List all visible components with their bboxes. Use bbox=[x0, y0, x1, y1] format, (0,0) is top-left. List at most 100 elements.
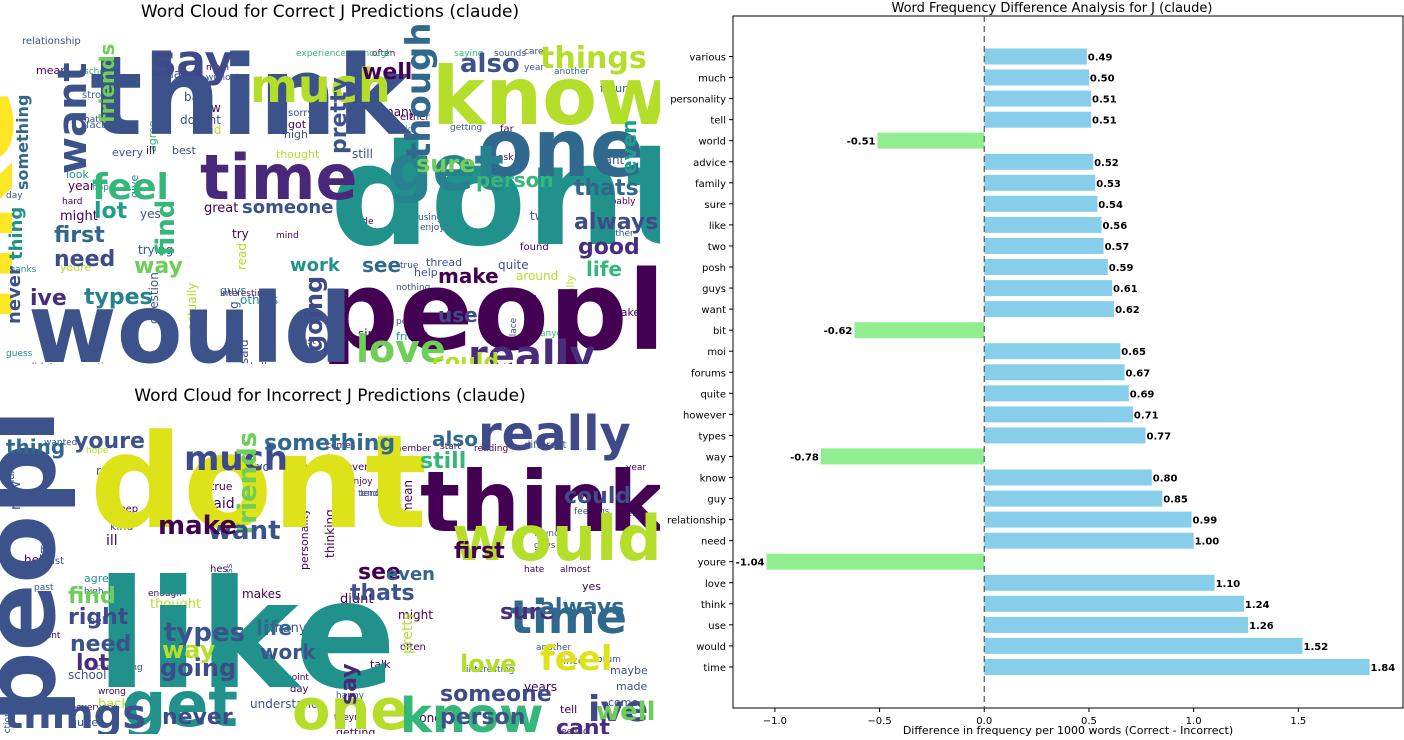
correct-small-word: got bbox=[288, 118, 307, 131]
incorrect-small-word: found bbox=[534, 529, 560, 539]
incorrect-small-word: enough bbox=[148, 589, 182, 599]
bar-youre bbox=[766, 553, 985, 570]
bar-forums bbox=[984, 364, 1125, 381]
y-tick-label: moi bbox=[707, 347, 726, 358]
correct-small-word: least bbox=[294, 337, 316, 347]
chart-title: Word Frequency Difference Analysis for J… bbox=[891, 1, 1212, 16]
y-tick-label: love bbox=[705, 579, 726, 590]
correct-word: someone bbox=[242, 197, 333, 218]
bar-value-label: 1.10 bbox=[1216, 579, 1241, 590]
correct-small-word: friend bbox=[396, 330, 428, 343]
correct-word: want bbox=[50, 62, 96, 174]
plot-frame bbox=[732, 15, 1404, 709]
correct-small-word: mom bbox=[206, 63, 229, 73]
bar-value-label: 1.00 bbox=[1195, 537, 1220, 548]
y-tick-label: like bbox=[709, 221, 726, 232]
bar-world bbox=[877, 132, 985, 149]
incorrect-word: even bbox=[386, 564, 435, 585]
correct-word: first bbox=[54, 223, 105, 248]
correct-small-word: tell bbox=[446, 181, 465, 195]
incorrect-word: friends bbox=[233, 432, 263, 535]
bar-need bbox=[984, 532, 1194, 549]
correct-small-word: interesting bbox=[220, 289, 268, 299]
correct-small-word: ill bbox=[146, 144, 155, 157]
incorrect-small-word: getting bbox=[336, 726, 375, 734]
correct-small-word: place bbox=[509, 317, 519, 342]
incorrect-word: thing bbox=[6, 435, 65, 459]
correct-small-word: cant bbox=[598, 153, 625, 167]
incorrect-small-word: used bbox=[260, 612, 284, 623]
correct-small-word: new bbox=[196, 101, 221, 115]
incorrect-word: work bbox=[260, 640, 316, 664]
incorrect-small-word: ill bbox=[106, 533, 118, 549]
bar-value-label: 0.51 bbox=[1092, 95, 1117, 106]
incorrect-small-word: theyre bbox=[334, 713, 364, 723]
correct-word: though bbox=[399, 24, 439, 159]
correct-word: lot bbox=[94, 199, 128, 224]
incorrect-small-word: guys bbox=[534, 541, 556, 551]
correct-small-word: anyone bbox=[540, 329, 574, 339]
y-tick-label: forums bbox=[691, 368, 726, 379]
correct-word: use bbox=[438, 303, 478, 327]
y-tick-layer: various much personality tell world advice fam… bbox=[667, 53, 733, 674]
incorrect-small-word: feelings bbox=[574, 507, 610, 517]
incorrect-word: youre bbox=[74, 429, 145, 454]
incorrect-word: make bbox=[158, 511, 237, 541]
bar-two bbox=[984, 238, 1104, 254]
incorrect-word: think bbox=[420, 453, 660, 551]
correct-word: need bbox=[54, 247, 115, 272]
correct-small-word: believe bbox=[526, 294, 539, 334]
correct-small-word: read bbox=[235, 243, 249, 270]
incorrect-small-word: kind bbox=[110, 520, 133, 533]
bar-value-label: 0.59 bbox=[1109, 263, 1134, 274]
bar-value-label: 1.26 bbox=[1249, 621, 1274, 632]
bar-sure bbox=[984, 195, 1098, 212]
bar-moi bbox=[984, 343, 1121, 360]
correct-small-word: true bbox=[400, 261, 419, 271]
x-tick-label: 1.0 bbox=[1186, 716, 1202, 727]
incorrect-small-word: thinking bbox=[323, 509, 337, 558]
correct-small-word: trying bbox=[138, 243, 173, 257]
bar-much bbox=[984, 69, 1089, 86]
incorrect-word: really bbox=[478, 408, 631, 462]
incorrect-small-word: quite bbox=[70, 716, 98, 729]
incorrect-small-word: interesting bbox=[466, 665, 514, 675]
incorrect-small-word: feeling bbox=[558, 727, 589, 734]
bar-however bbox=[984, 406, 1133, 423]
correct-word: people bbox=[320, 247, 660, 364]
correct-word: things bbox=[540, 41, 647, 76]
bar-like bbox=[984, 216, 1102, 233]
bar-value-label: 1.24 bbox=[1245, 600, 1270, 611]
incorrect-small-word: thought bbox=[150, 597, 201, 612]
correct-small-word: often bbox=[372, 49, 395, 59]
incorrect-small-word: come bbox=[608, 696, 638, 709]
bar-advice bbox=[984, 153, 1094, 170]
correct-word: make bbox=[438, 264, 499, 288]
correct-word: never bbox=[4, 266, 25, 324]
incorrect-small-word: year bbox=[626, 463, 646, 473]
incorrect-small-word: help bbox=[24, 553, 50, 567]
incorrect-small-word: tell bbox=[560, 703, 577, 716]
correct-small-word: school bbox=[84, 67, 113, 77]
bar-value-label: 0.50 bbox=[1090, 74, 1115, 85]
bar-value-label: 0.80 bbox=[1153, 474, 1178, 485]
bar-value-label: 0.71 bbox=[1134, 410, 1159, 421]
bar-value-label: 0.51 bbox=[1092, 116, 1117, 127]
correct-small-word: youre bbox=[60, 261, 91, 274]
incorrect-small-word: made bbox=[616, 680, 647, 693]
correct-small-word: enough bbox=[358, 49, 392, 59]
incorrect-word: always bbox=[540, 595, 624, 620]
y-tick-label: would bbox=[696, 642, 726, 653]
correct-small-word: talk bbox=[250, 360, 271, 364]
correct-small-word: almost bbox=[400, 363, 431, 364]
y-tick-label: family bbox=[695, 179, 726, 190]
incorrect-cloud-title: Word Cloud for Incorrect J Predictions (… bbox=[134, 386, 526, 406]
correct-small-word: either bbox=[400, 112, 430, 123]
incorrect-small-word: everyone bbox=[76, 703, 119, 713]
incorrect-small-word: isnt bbox=[44, 631, 61, 641]
correct-small-word: guys bbox=[220, 284, 246, 297]
correct-word: thing bbox=[6, 207, 27, 260]
correct-word: thats bbox=[574, 176, 639, 201]
correct-word-cloud: Word Cloud for Correct J Predictions (cl… bbox=[0, 0, 660, 364]
bar-value-label: 0.62 bbox=[1115, 305, 1140, 316]
